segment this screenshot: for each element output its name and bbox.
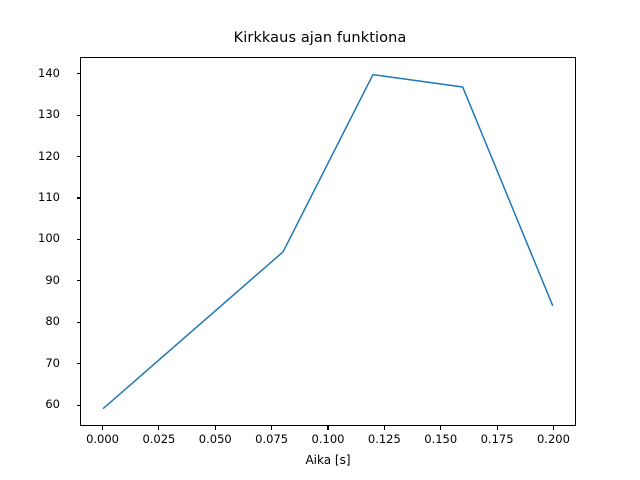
page-title: Kirkkaus ajan funktiona [233,30,407,46]
y-tick-mark [76,363,80,365]
x-tick-mark [214,426,216,430]
x-tick-label: 0.150 [424,432,458,446]
line-series-svg [102,73,554,410]
y-tick-mark [76,156,80,158]
x-tick-label: 0.000 [86,432,119,446]
x-tick-label: 0.175 [480,432,514,446]
plot-axes [80,57,576,426]
y-tick-mark [76,238,80,240]
y-tick-label: 70 [45,355,60,370]
x-tick-mark [271,426,273,430]
y-tick-mark [76,280,80,282]
x-tick-mark [158,426,160,430]
y-tick-label: 140 [38,65,60,80]
y-tick-mark [76,197,80,199]
y-tick-label: 110 [38,190,60,204]
y-tick-label: 130 [38,107,60,122]
data-line-kirkkaus [102,73,554,410]
x-tick-label: 0.050 [198,432,232,446]
x-tick-mark [440,426,442,430]
y-tick-label: 100 [38,231,60,246]
y-tick-label: 90 [45,272,60,287]
x-tick-mark [101,426,104,430]
x-tick-label: 0.025 [142,432,176,446]
x-tick-mark [552,426,554,430]
y-tick-label: 120 [38,148,60,163]
y-tick-mark [76,73,80,75]
x-tick-label: 0.100 [311,432,345,446]
x-tick-label: 0.125 [367,432,401,446]
x-tick-label: 0.075 [255,432,289,446]
x-axis-label: Aika [s] [305,453,351,467]
y-tick-mark [76,114,80,116]
x-tick-label: 0.200 [536,432,570,446]
x-tick-mark [383,426,385,430]
y-tick-mark [76,404,80,406]
x-tick-mark [327,426,329,430]
y-tick-label: 80 [45,314,60,329]
x-tick-mark [496,426,498,430]
y-tick-label: 60 [45,397,60,412]
y-tick-mark [76,321,80,323]
